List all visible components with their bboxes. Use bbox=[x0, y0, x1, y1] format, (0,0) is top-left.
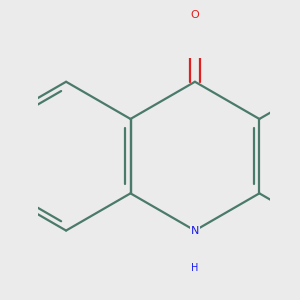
Text: O: O bbox=[190, 10, 199, 20]
Text: N: N bbox=[191, 226, 199, 236]
Text: H: H bbox=[191, 263, 199, 273]
